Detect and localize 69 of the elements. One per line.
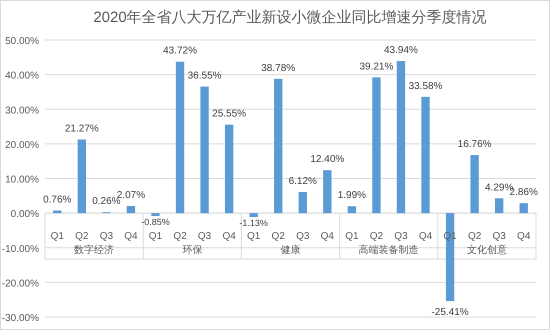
annotation: 高端装备制造 bbox=[358, 244, 419, 256]
x-tick-label: Q2 bbox=[75, 231, 89, 242]
x-tick-label: Q3 bbox=[492, 231, 506, 242]
bar bbox=[520, 203, 528, 214]
x-tick-label: Q3 bbox=[394, 231, 408, 242]
y-tick-label: -30.00% bbox=[2, 313, 40, 324]
bar bbox=[323, 170, 332, 214]
x-tick-label: Q1 bbox=[345, 231, 359, 242]
bar bbox=[53, 210, 62, 214]
x-tick-label: Q3 bbox=[296, 231, 310, 242]
data-label: -1.13% bbox=[239, 218, 268, 228]
y-tick-label: -20.00% bbox=[2, 278, 40, 290]
annotation: 文化创意 bbox=[466, 244, 507, 256]
x-tick-label: Q4 bbox=[517, 231, 531, 242]
y-tick-label: 0.00% bbox=[10, 209, 40, 220]
y-tick-label: -10.00% bbox=[2, 244, 40, 255]
annotation: 环保 bbox=[182, 245, 202, 256]
bar bbox=[78, 139, 86, 214]
data-label: 38.78% bbox=[261, 62, 296, 74]
data-label: 12.40% bbox=[310, 154, 344, 166]
x-tick-label: Q2 bbox=[272, 231, 286, 242]
x-tick-label: Q1 bbox=[247, 231, 261, 242]
bar bbox=[274, 78, 282, 214]
y-tick-label: 10.00% bbox=[5, 174, 40, 186]
data-label: 0.26% bbox=[92, 196, 121, 208]
x-tick-label: Q3 bbox=[100, 231, 114, 242]
data-label: 0.76% bbox=[43, 194, 72, 206]
bar bbox=[200, 86, 209, 214]
x-tick-label: Q4 bbox=[222, 231, 236, 242]
bar bbox=[372, 77, 381, 214]
x-tick-label: Q4 bbox=[418, 231, 433, 242]
bar bbox=[348, 206, 356, 214]
data-label: 6.12% bbox=[288, 176, 318, 187]
bar bbox=[470, 155, 479, 214]
y-tick-label: 20.00% bbox=[5, 140, 40, 151]
data-label: 39.21% bbox=[359, 61, 394, 72]
bar bbox=[298, 192, 307, 214]
x-tick-label: Q1 bbox=[148, 231, 163, 242]
annotation: 数字经济 bbox=[74, 244, 114, 256]
bar bbox=[250, 213, 258, 218]
data-label: -25.41% bbox=[431, 307, 469, 318]
data-label: 25.55% bbox=[212, 108, 246, 120]
x-tick-label: Q3 bbox=[198, 231, 212, 242]
y-tick-label: 30.00% bbox=[5, 105, 40, 116]
bar bbox=[176, 62, 184, 214]
bar bbox=[151, 213, 160, 216]
data-label: -0.85% bbox=[141, 217, 170, 228]
data-label: 21.27% bbox=[64, 123, 99, 134]
chart-title: 2020年全省八大万亿产业新设小微企业同比增速分季度情况 bbox=[93, 9, 487, 26]
annotation: 健康 bbox=[280, 244, 300, 256]
y-tick-label: 50.00% bbox=[5, 36, 40, 47]
bar bbox=[421, 96, 430, 214]
y-tick-label: 40.00% bbox=[5, 70, 40, 82]
data-label: 36.55% bbox=[188, 70, 222, 82]
x-tick-label: Q4 bbox=[320, 231, 334, 242]
bar bbox=[224, 124, 234, 214]
data-label: 1.99% bbox=[338, 190, 366, 202]
bar bbox=[396, 60, 406, 214]
x-tick-label: Q4 bbox=[124, 231, 138, 242]
data-label: 16.76% bbox=[458, 139, 492, 150]
data-label: 43.94% bbox=[384, 44, 418, 56]
x-tick-label: Q2 bbox=[468, 231, 482, 242]
bar bbox=[126, 206, 136, 214]
x-tick-label: Q2 bbox=[173, 231, 188, 242]
data-label: 33.58% bbox=[408, 80, 443, 92]
data-label: 43.72% bbox=[163, 46, 198, 57]
x-tick-label: Q2 bbox=[370, 231, 384, 242]
bar bbox=[495, 198, 504, 214]
x-tick-label: Q1 bbox=[50, 231, 64, 242]
